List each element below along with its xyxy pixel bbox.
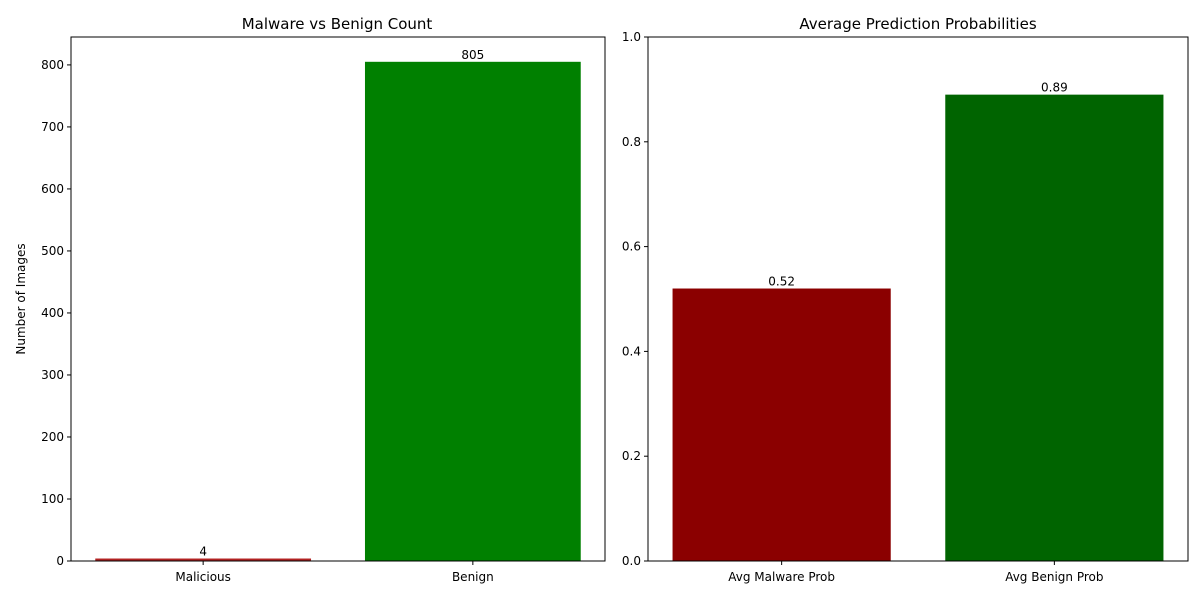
y-tick-label: 0.0 <box>622 554 641 568</box>
y-tick-label: 700 <box>41 120 64 134</box>
bars-group <box>95 61 581 562</box>
y-tick-label: 0 <box>56 554 64 568</box>
bar-benign <box>364 61 581 562</box>
chart-malware-vs-benign-count: Malware vs Benign Count Number of Images… <box>14 15 606 584</box>
y-tick-label: 600 <box>41 182 64 196</box>
y-tick-label: 300 <box>41 368 64 382</box>
data-label: 0.89 <box>1041 81 1068 95</box>
y-axis-label: Number of Images <box>14 243 28 354</box>
chart-title: Average Prediction Probabilities <box>799 15 1036 33</box>
x-tick-label: Avg Malware Prob <box>728 570 835 584</box>
data-label: 0.52 <box>768 275 795 289</box>
bars-group <box>672 94 1164 561</box>
data-labels-group: 4 805 <box>199 48 484 559</box>
y-tick-label: 200 <box>41 430 64 444</box>
y-tick-label: 800 <box>41 58 64 72</box>
y-tick-label: 1.0 <box>622 30 641 44</box>
chart-average-prediction-probabilities: Average Prediction Probabilities 0.52 0.8… <box>622 15 1189 584</box>
y-tick-label: 500 <box>41 244 64 258</box>
y-tick-label: 100 <box>41 492 64 506</box>
bar-malicious <box>95 558 312 561</box>
x-tick-label: Malicious <box>175 570 231 584</box>
axes-group: Malicious Benign 0 100 200 300 400 500 600 700 800 <box>41 36 606 584</box>
axes-frame <box>70 36 606 562</box>
x-tick-label: Benign <box>452 570 494 584</box>
bar-avg-malware-prob <box>672 288 891 561</box>
y-tick-label: 0.4 <box>622 344 641 358</box>
y-tick-label: 0.2 <box>622 449 641 463</box>
data-label: 805 <box>461 48 484 62</box>
axes-frame <box>647 36 1189 562</box>
y-tick-label: 0.8 <box>622 135 641 149</box>
bar-avg-benign-prob <box>945 94 1164 561</box>
data-labels-group: 0.52 0.89 <box>768 81 1067 289</box>
y-tick-label: 0.6 <box>622 240 641 254</box>
data-label: 4 <box>199 545 207 559</box>
y-tick-label: 400 <box>41 306 64 320</box>
axes-group: Avg Malware Prob Avg Benign Prob 0.0 0.2 0.4… <box>622 30 1189 584</box>
x-tick-label: Avg Benign Prob <box>1005 570 1103 584</box>
chart-title: Malware vs Benign Count <box>242 15 433 33</box>
